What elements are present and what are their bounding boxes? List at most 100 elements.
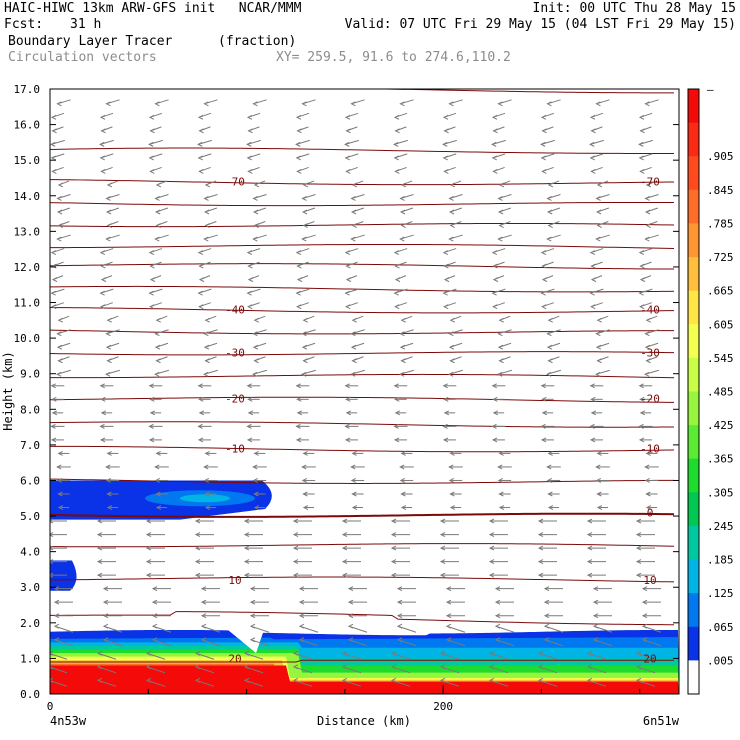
y-tick-label: 1.0 <box>20 652 40 665</box>
circulation-vector-head <box>253 450 259 456</box>
contour-label-right: -40 <box>640 304 660 317</box>
circulation-vector-head <box>50 664 54 670</box>
circulation-vector-head <box>639 168 645 174</box>
temperature-contour <box>50 659 674 663</box>
circulation-vector-head <box>100 277 107 283</box>
circulation-vector-head <box>351 182 358 188</box>
circulation-vector-head <box>301 371 307 377</box>
circulation-vector-head <box>645 505 652 510</box>
circulation-vector-head <box>148 155 154 161</box>
circulation-vector-head <box>296 410 303 416</box>
circulation-vector-head <box>589 155 595 161</box>
contour-label-left: -10 <box>225 442 245 455</box>
circulation-vector-head <box>546 464 552 470</box>
circulation-vector-head <box>540 141 546 147</box>
circulation-vector-head <box>639 263 645 269</box>
colorbar-label: .725 <box>707 251 734 264</box>
circulation-vector-head <box>200 637 207 643</box>
circulation-vector-head <box>497 196 503 201</box>
circulation-vector-head <box>390 650 397 656</box>
temperature-contour <box>50 243 675 249</box>
circulation-vector-head <box>537 677 544 683</box>
circulation-vector-head <box>394 277 401 283</box>
circulation-vector-head <box>497 209 504 215</box>
circulation-vector-head <box>596 450 602 456</box>
circulation-vector-head <box>154 196 160 201</box>
circulation-vector-head <box>106 358 112 364</box>
circulation-vector-head <box>246 290 252 296</box>
circulation-vector-head <box>344 114 351 120</box>
circulation-vector-head <box>253 182 260 188</box>
circulation-vector-head <box>351 223 357 228</box>
temperature-contour <box>50 147 675 155</box>
circulation-vector-head <box>298 613 305 619</box>
circulation-vector-head <box>197 155 203 161</box>
circulation-vector-head <box>341 559 348 565</box>
circulation-vector-head <box>541 168 547 174</box>
y-tick-label: 0.0 <box>20 688 40 701</box>
colorbar-swatch <box>688 290 699 325</box>
contour-label-left: -70 <box>225 176 245 189</box>
circulation-vector-head <box>635 532 642 538</box>
circulation-vector-head <box>638 290 644 296</box>
circulation-vector-head <box>100 304 106 310</box>
circulation-vector-head <box>399 371 405 377</box>
circulation-vector-head <box>203 464 209 470</box>
circulation-vector-head <box>148 383 154 389</box>
circulation-vector-head <box>344 250 351 256</box>
circulation-vector-head <box>394 128 400 134</box>
circulation-vector-head <box>537 664 544 670</box>
circulation-vector-head <box>546 478 553 483</box>
circulation-vector-head <box>540 423 546 429</box>
circulation-vector-head <box>100 410 107 416</box>
circulation-vector-head <box>347 613 354 619</box>
circulation-vector-head <box>243 559 250 565</box>
circulation-vector-head <box>494 637 501 643</box>
y-axis-title: Height (km) <box>1 351 15 430</box>
circulation-vector-head <box>635 677 642 683</box>
circulation-vector-head <box>546 196 552 201</box>
circulation-vector-head <box>586 572 593 578</box>
circulation-vector-head <box>351 491 357 497</box>
circulation-vector-head <box>145 572 152 578</box>
circulation-vector-head <box>439 664 446 670</box>
circulation-vector-head <box>155 358 161 364</box>
circulation-vector-head <box>292 532 299 538</box>
circulation-vector-head <box>546 344 553 350</box>
circulation-vector-head <box>645 182 652 188</box>
circulation-vector-head <box>492 396 498 402</box>
colorbar-frame <box>687 88 700 695</box>
circulation-vector-head <box>194 650 201 656</box>
circulation-vector-head <box>439 559 446 565</box>
circulation-vector-head <box>546 209 553 215</box>
circulation-vector-head <box>639 277 646 283</box>
y-tick-label: 11.0 <box>14 297 41 310</box>
circulation-vector-head <box>149 304 155 310</box>
circulation-vector-head <box>203 101 209 107</box>
circulation-vector-head <box>154 371 160 377</box>
circulation-vector-head <box>590 304 596 310</box>
circulation-vector-head <box>246 155 252 161</box>
circulation-vector-head <box>105 478 112 483</box>
circulation-vector-head <box>154 478 161 483</box>
temperature-contour <box>50 611 675 626</box>
circulation-vector-head <box>442 141 448 147</box>
circulation-vector-head <box>350 196 356 201</box>
circulation-vector-head <box>595 371 601 377</box>
circulation-vector-head <box>145 559 152 565</box>
circulation-vector-head <box>302 182 309 188</box>
circulation-vector-head <box>445 637 452 643</box>
temperature-contour <box>50 576 675 583</box>
circulation-vector-head <box>99 423 105 429</box>
circulation-vector-head <box>488 518 495 524</box>
colorbar-label: – <box>707 83 714 96</box>
y-tick-label: 12.0 <box>14 261 41 274</box>
circulation-vector-head <box>295 155 301 161</box>
circulation-vector-head <box>442 437 449 443</box>
circulation-vector-head <box>540 383 546 389</box>
circulation-vector-head <box>638 141 644 147</box>
circulation-vector-head <box>399 478 406 483</box>
circulation-vector-head <box>154 209 161 215</box>
circulation-vector-head <box>344 290 350 296</box>
contour-label-right: -70 <box>640 176 660 189</box>
